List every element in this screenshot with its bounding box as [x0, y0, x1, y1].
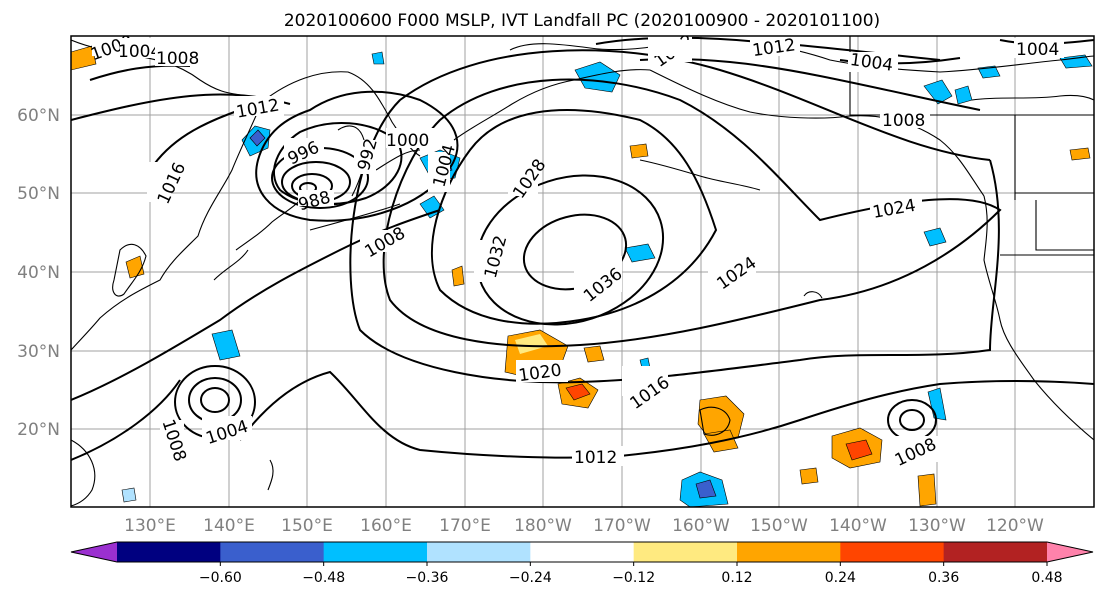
lon-label: 160°E	[360, 516, 412, 536]
colorbar-extend-high	[1047, 542, 1093, 562]
colorbar-ticks: −0.60 −0.48 −0.36 −0.24 −0.12 0.12 0.24 0.36 0.4…	[199, 562, 1063, 586]
colorbar-segments	[71, 542, 1093, 562]
lon-label: 130°E	[124, 516, 176, 536]
colorbar-segment	[220, 542, 325, 562]
lon-label: 180°W	[514, 516, 572, 536]
colorbar-tick-label: −0.36	[406, 570, 449, 586]
colorbar-segment	[737, 542, 841, 562]
lat-label-30n: 30°N	[17, 342, 60, 362]
lat-label-20n: 20°N	[17, 420, 60, 440]
contour-label: 1000	[386, 131, 429, 151]
colorbar-extend-low	[71, 542, 117, 562]
colorbar-outline	[70, 541, 1094, 563]
colorbar: −0.60 −0.48 −0.36 −0.24 −0.12 0.12 0.24 0.36 0.4…	[70, 541, 1094, 586]
colorbar-tick-label: 0.48	[1031, 570, 1062, 586]
lon-label: 150°E	[281, 516, 333, 536]
colorbar-tick-label: −0.48	[302, 570, 345, 586]
colorbar-segment	[530, 542, 635, 562]
map-title: 2020100600 F000 MSLP, IVT Landfall PC (2…	[284, 11, 880, 31]
lon-label: 150°W	[750, 516, 808, 536]
lon-label: 170°W	[593, 516, 651, 536]
lon-label: 130°W	[908, 516, 966, 536]
colorbar-tick-label: −0.12	[612, 570, 655, 586]
colorbar-tick-label: −0.60	[199, 570, 242, 586]
lon-label: 170°E	[439, 516, 491, 536]
contour-label: 1012	[574, 448, 617, 468]
colorbar-segment	[633, 542, 738, 562]
colorbar-segment	[427, 542, 531, 562]
map-frame	[70, 35, 1095, 508]
longitude-labels: 130°E 140°E 150°E 160°E 170°E 180°W 170°…	[124, 516, 1044, 536]
contour-label: 1008	[882, 111, 925, 131]
lon-label: 140°W	[829, 516, 887, 536]
colorbar-tick-label: 0.36	[928, 570, 959, 586]
colorbar-tick-label: 0.12	[721, 570, 752, 586]
lon-label: 140°E	[203, 516, 255, 536]
lon-label: 160°W	[672, 516, 730, 536]
colorbar-tick-label: −0.24	[509, 570, 552, 586]
colorbar-tick-label: 0.24	[825, 570, 856, 586]
map-panel: 1000 1004 1008 1004 1012 1016 1012 1004 …	[70, 35, 1095, 508]
colorbar-segment	[117, 542, 221, 562]
lat-label-40n: 40°N	[17, 263, 60, 283]
contour-label: 1004	[118, 42, 161, 62]
contour-label: 1008	[156, 49, 199, 69]
colorbar-segment	[840, 542, 945, 562]
contour-label: 1004	[1016, 40, 1059, 60]
lon-label: 120°W	[986, 516, 1044, 536]
latitude-labels: 60°N 50°N 40°N 30°N 20°N	[17, 106, 60, 440]
lat-label-50n: 50°N	[17, 184, 60, 204]
colorbar-segment	[323, 542, 428, 562]
colorbar-segment	[943, 542, 1048, 562]
lat-label-60n: 60°N	[17, 106, 60, 126]
